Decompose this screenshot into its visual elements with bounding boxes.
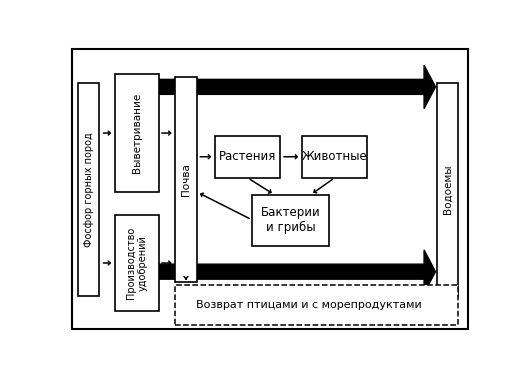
Bar [302,136,367,178]
Bar [437,82,458,296]
Polygon shape [159,65,435,109]
Bar [115,74,159,192]
Bar [78,82,100,296]
Bar [175,285,458,325]
Polygon shape [159,250,435,294]
Text: Животные: Животные [302,150,367,164]
Text: Фосфор горных пород: Фосфор горных пород [84,132,94,247]
Bar [175,77,197,282]
Text: Почва: Почва [181,163,191,196]
Text: Выветривание: Выветривание [132,93,142,173]
Bar [215,136,280,178]
Text: Производство
удобрений: Производство удобрений [126,227,148,299]
Bar [115,215,159,310]
Text: Бактерии
и грибы: Бактерии и грибы [261,206,320,234]
Text: Растения: Растения [219,150,276,164]
Bar [252,195,329,246]
Text: Возврат птицами и с морепродуктами: Возврат птицами и с морепродуктами [196,300,422,310]
Text: Водоемы: Водоемы [442,165,452,214]
